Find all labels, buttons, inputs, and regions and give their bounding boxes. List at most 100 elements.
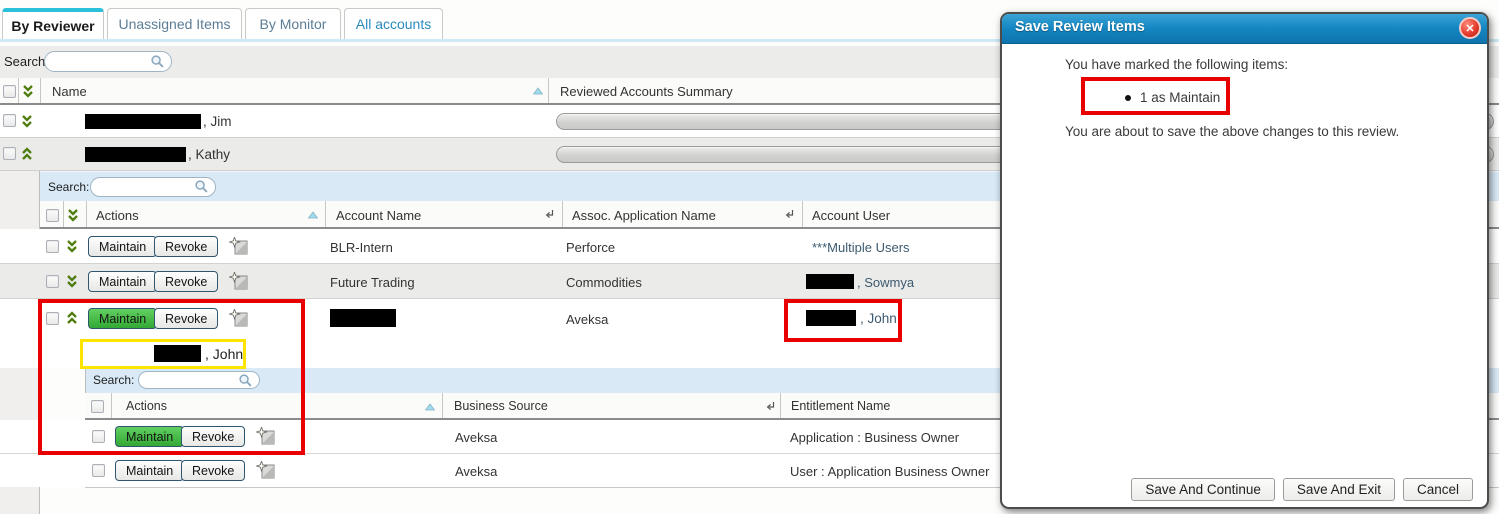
select-all-checkbox[interactable] [91, 400, 104, 413]
entitlement-name: User : Application Business Owner [790, 464, 990, 479]
save-and-exit-button[interactable]: Save And Exit [1282, 478, 1395, 501]
close-glyph: ✕ [1465, 22, 1475, 35]
maintain-button[interactable]: Maintain [115, 460, 185, 481]
dialog-bullet-item: 1 as Maintain [1140, 90, 1221, 105]
account-name: Future Trading [330, 275, 415, 290]
account-user: , John [205, 346, 244, 362]
edit-sparkle-icon[interactable] [229, 272, 249, 290]
expand-all-icon[interactable] [22, 84, 34, 99]
dialog-button-bar: Save And Continue Save And Exit Cancel [1131, 478, 1473, 501]
tab-all-accounts[interactable]: All accounts [344, 8, 443, 39]
column-header-name[interactable]: Name [52, 84, 87, 99]
row-checkbox[interactable] [92, 430, 105, 443]
sort-ascending-icon[interactable] [425, 403, 435, 411]
account-name: BLR-Intern [330, 240, 393, 255]
revoke-button[interactable]: Revoke [154, 236, 219, 257]
revoke-button[interactable]: Revoke [181, 426, 246, 447]
edit-sparkle-icon[interactable] [229, 309, 249, 327]
expand-row-icon[interactable] [66, 239, 78, 254]
reviewer-name: , Jim [203, 114, 232, 129]
panel-border [85, 487, 1499, 488]
column-header-account-name[interactable]: Account Name [336, 208, 422, 223]
row-checkbox[interactable] [46, 275, 59, 288]
select-all-checkbox[interactable] [3, 85, 16, 98]
business-source: Aveksa [455, 430, 498, 445]
column-header-summary[interactable]: Reviewed Accounts Summary [560, 84, 733, 99]
tab-by-monitor[interactable]: By Monitor [245, 8, 341, 39]
redacted-name [85, 147, 186, 162]
search-input[interactable] [138, 371, 260, 389]
bullet-dot [1125, 95, 1131, 101]
tab-label: Unassigned Items [118, 16, 231, 32]
revoke-button[interactable]: Revoke [181, 460, 246, 481]
save-review-items-dialog: Save Review Items ✕ You have marked the … [1000, 12, 1489, 509]
dialog-title-bar: Save Review Items [1002, 14, 1487, 44]
account-user: ***Multiple Users [812, 240, 910, 255]
column-header-actions[interactable]: Actions [96, 208, 139, 223]
redacted-name [154, 345, 201, 362]
redacted-name [806, 274, 854, 289]
save-and-continue-button[interactable]: Save And Continue [1131, 478, 1275, 501]
dialog-title: Save Review Items [1015, 19, 1145, 35]
edit-sparkle-icon[interactable] [256, 461, 276, 479]
dialog-intro-text: You have marked the following items: [1065, 57, 1289, 72]
application-name: Perforce [566, 240, 616, 255]
collapse-row-icon[interactable] [66, 311, 78, 326]
account-user: , Sowmya [857, 275, 915, 290]
application-name: Aveksa [566, 312, 609, 327]
maintain-button-selected[interactable]: Maintain [115, 426, 185, 447]
entitlement-name: Application : Business Owner [790, 430, 960, 445]
redacted-name [85, 114, 201, 129]
tab-label: All accounts [355, 16, 432, 32]
maintain-button[interactable]: Maintain [88, 271, 158, 292]
search-input[interactable] [44, 51, 172, 72]
search-label: Search: [93, 373, 135, 387]
account-user: , John [860, 311, 897, 326]
tabs-underline [0, 39, 1499, 42]
close-icon[interactable]: ✕ [1459, 17, 1481, 39]
select-all-checkbox[interactable] [46, 209, 59, 222]
maintain-button-selected[interactable]: Maintain [88, 308, 158, 329]
tab-by-reviewer[interactable]: By Reviewer [2, 8, 104, 39]
redacted-name [806, 310, 856, 326]
expand-row-icon[interactable] [66, 274, 78, 289]
business-source: Aveksa [455, 464, 498, 479]
search-icon[interactable] [238, 373, 253, 388]
search-icon[interactable] [150, 54, 165, 69]
tab-unassigned-items[interactable]: Unassigned Items [107, 8, 242, 39]
search-input[interactable] [90, 177, 216, 197]
cancel-button[interactable]: Cancel [1402, 478, 1473, 501]
collapse-row-icon[interactable] [21, 147, 33, 162]
edit-sparkle-icon[interactable] [229, 237, 249, 255]
sort-ascending-icon[interactable] [533, 87, 543, 95]
dialog-note-text: You are about to save the above changes … [1065, 124, 1400, 139]
row-checkbox[interactable] [46, 312, 59, 325]
expand-row-icon[interactable] [21, 114, 33, 129]
column-header-entitlement-name[interactable]: Entitlement Name [791, 399, 891, 413]
revoke-button[interactable]: Revoke [154, 271, 219, 292]
edit-sparkle-icon[interactable] [256, 427, 276, 445]
row-checkbox[interactable] [3, 114, 16, 127]
tab-label: By Monitor [259, 16, 327, 32]
application-name: Commodities [566, 275, 642, 290]
row-checkbox[interactable] [46, 240, 59, 253]
maintain-button[interactable]: Maintain [88, 236, 158, 257]
row-checkbox[interactable] [3, 147, 16, 160]
search-label: Search: [48, 180, 90, 194]
redacted-account-name [330, 309, 396, 327]
column-header-account-user[interactable]: Account User [812, 208, 891, 223]
column-menu-icon[interactable] [545, 209, 554, 221]
column-header-business-source[interactable]: Business Source [454, 399, 548, 413]
column-header-actions[interactable]: Actions [126, 399, 167, 413]
tab-label: By Reviewer [11, 17, 95, 34]
revoke-button[interactable]: Revoke [154, 308, 219, 329]
column-header-application[interactable]: Assoc. Application Name [572, 208, 716, 223]
sort-ascending-icon[interactable] [308, 211, 318, 219]
column-menu-icon[interactable] [785, 209, 794, 221]
expand-all-icon[interactable] [67, 208, 79, 223]
row-checkbox[interactable] [92, 464, 105, 477]
search-icon[interactable] [194, 179, 209, 194]
reviewer-name: , Kathy [188, 147, 231, 162]
column-menu-icon[interactable] [766, 401, 775, 413]
